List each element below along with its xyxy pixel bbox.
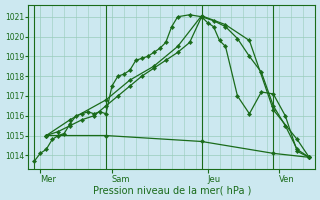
X-axis label: Pression niveau de la mer( hPa ): Pression niveau de la mer( hPa ) [92, 185, 251, 195]
